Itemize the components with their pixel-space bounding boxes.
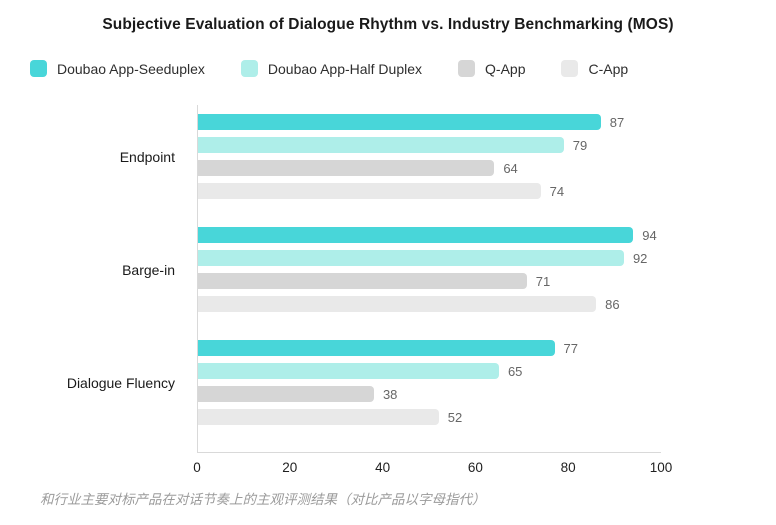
bar: [198, 273, 527, 289]
bar-row: 64: [198, 160, 661, 176]
x-tick-label: 60: [467, 460, 483, 475]
bar: [198, 137, 564, 153]
category-label: Dialogue Fluency: [66, 374, 175, 391]
bar-value-label: 79: [572, 137, 588, 153]
bar-group: 94 92 71 86: [198, 227, 661, 312]
x-tick-label: 100: [649, 460, 673, 475]
bar-value-label: 87: [609, 114, 625, 130]
legend-label: Q-App: [485, 60, 526, 77]
bar: [198, 183, 541, 199]
bar-value-label: 38: [382, 386, 398, 402]
bar-value-label: 71: [535, 273, 551, 289]
bar-row: 77: [198, 340, 661, 356]
bar-group: 77 65 38 52: [198, 340, 661, 425]
bar-row: 79: [198, 137, 661, 153]
bar-row: 86: [198, 296, 661, 312]
bar-row: 38: [198, 386, 661, 402]
bar-value-label: 94: [642, 227, 657, 243]
bar-row: 71: [198, 273, 661, 289]
bar-value-label: 92: [632, 250, 648, 266]
chart-title: Subjective Evaluation of Dialogue Rhythm…: [102, 16, 674, 33]
x-tick-label: 40: [375, 460, 391, 475]
legend-item-2: Doubao App-Half Duplex: [240, 60, 423, 77]
bar-value-label: 77: [563, 340, 578, 356]
bar-row: 74: [198, 183, 661, 199]
legend-swatch-icon: [561, 60, 579, 77]
x-tick-label: 80: [560, 460, 576, 475]
bar-row: 94: [198, 227, 661, 243]
bar: [198, 363, 499, 379]
bar-row: 65: [198, 363, 661, 379]
bar: [198, 386, 374, 402]
legend-label: Doubao App-Half Duplex: [267, 60, 423, 77]
chart-caption: 和行业主要对标产品在对话节奏上的主观评测结果（对比产品以字母指代）: [40, 492, 486, 507]
bar-value-label: 52: [447, 409, 463, 425]
bar-row: 87: [198, 114, 661, 130]
x-tick-label: 20: [282, 460, 298, 475]
x-tick-label: 0: [193, 460, 201, 475]
legend-item-4: C-App: [561, 60, 628, 77]
bar-value-label: 64: [503, 160, 518, 176]
bar-value-label: 74: [549, 183, 565, 199]
legend-swatch-icon: [30, 60, 47, 77]
legend-item-3: Q-App: [458, 60, 525, 77]
bar-row: 92: [198, 250, 661, 266]
legend-item-1: Doubao App-Seeduplex: [30, 60, 205, 77]
category-label: Endpoint: [119, 148, 175, 165]
bar-row: 52: [198, 409, 661, 425]
bar: [198, 340, 555, 356]
bar: [198, 250, 624, 266]
legend-swatch-icon: [458, 60, 476, 77]
bar: [198, 227, 634, 243]
category-labels-column: Endpoint Barge-in Dialogue Fluency: [0, 105, 197, 453]
chart-legend: Doubao App-Seeduplex Doubao App-Half Dupl…: [30, 60, 776, 77]
bar-value-label: 65: [507, 363, 523, 379]
bar: [198, 114, 601, 130]
bar: [198, 409, 439, 425]
bars-plot: 87 79 64 74 94 92 71 86 77 65 38 52: [197, 105, 661, 453]
legend-label: C-App: [588, 60, 629, 77]
bar-group: 87 79 64 74: [198, 114, 661, 199]
chart-plot-area: Endpoint Barge-in Dialogue Fluency 87 79 64 7…: [0, 105, 776, 453]
legend-swatch-icon: [240, 60, 258, 77]
bar-value-label: 86: [605, 296, 620, 312]
category-label: Barge-in: [122, 261, 175, 278]
x-axis-ticks: 0 20 40 60 80 100: [193, 453, 672, 479]
legend-label: Doubao App-Seeduplex: [57, 60, 205, 77]
bar: [198, 296, 597, 312]
bar: [198, 160, 495, 176]
